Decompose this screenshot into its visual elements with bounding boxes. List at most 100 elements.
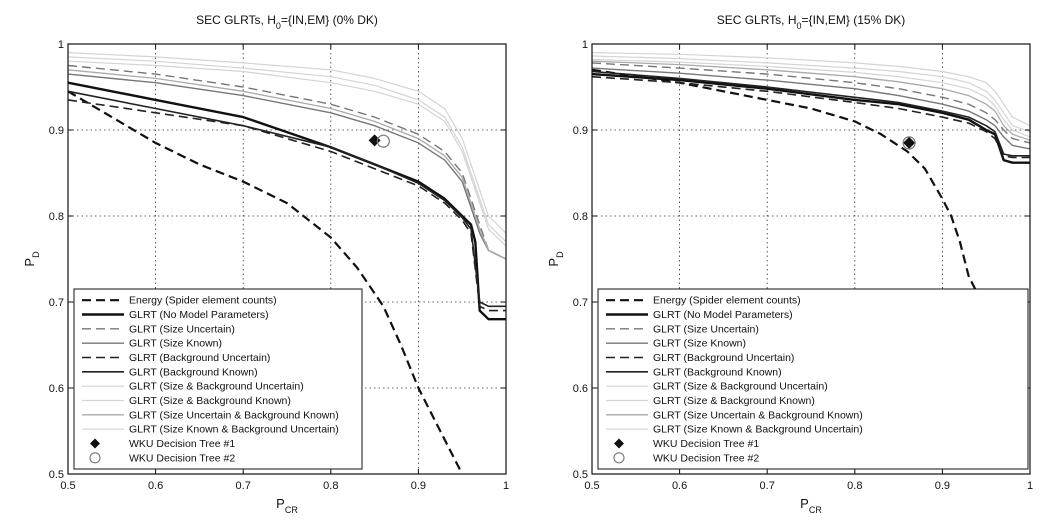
legend-label-energy-spider-element-counts: Energy (Spider element counts) (653, 295, 801, 307)
legend-swatch-wku-decision-tree-1 (90, 438, 100, 449)
series-line-energy-spider-element-counts (67, 90, 464, 475)
series-line-glrt-size-background-known (67, 56, 507, 243)
legend: Energy (Spider element counts) GLRT (No M… (597, 288, 1029, 470)
chart-title-subscript: 0 (797, 21, 802, 31)
tick-labels: 0.5 0.6 0.7 0.8 0.9 1 0.5 0.6 0.7 0.8 0.9 1 (49, 39, 509, 492)
x-axis-label: PCR (800, 496, 822, 515)
y-tick-label: 1 (582, 39, 588, 51)
x-tick-label: 0.8 (847, 480, 862, 492)
axes-frame (67, 43, 507, 475)
chart-panel-2: 0.5 0.6 0.7 0.8 0.9 1 0.5 0.6 0.7 0.8 0.9 1 SEC GLRT… (546, 13, 1033, 515)
x-tick-label: 0.7 (760, 480, 775, 492)
legend-label-glrt-size-uncertain: GLRT (Size Uncertain) (129, 323, 235, 335)
y-tick-label: 0.7 (49, 297, 64, 309)
x-tick-label: 0.6 (672, 480, 687, 492)
series-lines (67, 52, 507, 475)
legend-label-glrt-size-uncertain-background-known: GLRT (Size Uncertain & Background Known) (129, 409, 339, 421)
legend-box (597, 288, 1029, 470)
y-tick-label: 0.9 (49, 125, 64, 137)
y-tick-label: 0.5 (573, 469, 588, 481)
series-line-glrt-no-model-parameters (67, 81, 506, 321)
marker-wku-decision-tree-1 (903, 136, 916, 149)
x-axis-label-main: P (276, 496, 285, 511)
legend-label-glrt-size-known-background-uncertain: GLRT (Size Known & Background Uncertain) (653, 424, 863, 436)
legend-label-glrt-no-model-parameters: GLRT (No Model Parameters) (129, 309, 269, 321)
legend-label-glrt-background-known: GLRT (Background Known) (129, 366, 258, 378)
y-tick-label: 0.6 (49, 383, 64, 395)
series-line-glrt-size-background-uncertain (67, 52, 507, 234)
series-line-glrt-background-known (67, 90, 506, 308)
marker-wku-decision-tree-2 (902, 136, 916, 150)
x-tick-label: 0.9 (411, 480, 426, 492)
series-line-glrt-size-uncertain (67, 64, 507, 260)
chart-panel-1: 0.5 0.6 0.7 0.8 0.9 1 0.5 0.6 0.7 0.8 0.9 1 SEC GLRT… (22, 13, 509, 515)
y-axis-label-main: P (22, 258, 37, 267)
legend-label-energy-spider-element-counts: Energy (Spider element counts) (129, 295, 277, 307)
legend-swatch-wku-decision-tree-2 (89, 452, 101, 464)
series-line-glrt-size-uncertain-background-known (591, 60, 1031, 141)
series-line-glrt-background-uncertain (591, 75, 1030, 159)
x-tick-label: 0.9 (935, 480, 950, 492)
y-tick-label: 0.5 (49, 469, 64, 481)
chart-title-suffix: ={IN,EM} (0% DK) (281, 13, 378, 27)
x-tick-label: 0.8 (323, 480, 338, 492)
legend-label-glrt-background-uncertain: GLRT (Background Uncertain) (653, 352, 794, 364)
legend-label-wku-decision-tree-2: WKU Decision Tree #2 (653, 452, 759, 464)
y-tick-label: 1 (58, 39, 64, 51)
series-line-glrt-size-known-background-uncertain (67, 60, 507, 247)
legend-label-glrt-size-background-known: GLRT (Size & Background Known) (653, 395, 815, 407)
x-tick-label: 0.5 (584, 480, 599, 492)
x-tick-label: 1 (503, 480, 509, 492)
series-line-glrt-size-background-known (591, 55, 1031, 133)
marker-wku-decision-tree-2 (376, 134, 390, 148)
legend-label-glrt-size-background-uncertain: GLRT (Size & Background Uncertain) (653, 381, 828, 393)
decision-tree-markers (368, 134, 390, 148)
legend: Energy (Spider element counts) GLRT (No M… (73, 288, 363, 470)
legend-label-glrt-background-uncertain: GLRT (Background Uncertain) (129, 352, 270, 364)
legend-label-glrt-size-uncertain: GLRT (Size Uncertain) (653, 323, 759, 335)
y-axis-label-subscript: D (555, 251, 565, 258)
series-lines (591, 52, 1031, 437)
x-tick-label: 1 (1027, 480, 1033, 492)
legend-label-glrt-size-background-uncertain: GLRT (Size & Background Uncertain) (129, 381, 304, 393)
y-tick-label: 0.6 (573, 383, 588, 395)
chart-title-suffix: ={IN,EM} (15% DK) (802, 13, 906, 27)
series-line-glrt-size-known (591, 67, 1031, 150)
y-tick-label: 0.8 (573, 211, 588, 223)
x-tick-label: 0.5 (60, 480, 75, 492)
legend-swatch-wku-decision-tree-1 (614, 438, 624, 449)
legend-label-wku-decision-tree-1: WKU Decision Tree #1 (129, 438, 235, 450)
chart-title-subscript: 0 (276, 21, 281, 31)
series-line-glrt-background-known (591, 70, 1030, 157)
legend-label-glrt-size-known: GLRT (Size Known) (129, 338, 222, 350)
y-axis-label-subscript: D (31, 251, 41, 258)
legend-label-glrt-size-known-background-uncertain: GLRT (Size Known & Background Uncertain) (129, 424, 339, 436)
y-axis-label: PD (546, 251, 565, 267)
series-line-glrt-size-background-uncertain (591, 52, 1031, 127)
series-line-glrt-size-uncertain (591, 62, 1031, 144)
legend-label-wku-decision-tree-2: WKU Decision Tree #2 (129, 452, 235, 464)
x-axis-label: PCR (276, 496, 298, 515)
x-axis-label-subscript: CR (809, 505, 822, 515)
y-axis-label: PD (22, 251, 41, 267)
y-tick-label: 0.7 (573, 297, 588, 309)
chart-title-main: SEC GLRTs, H (717, 13, 797, 27)
x-tick-label: 0.6 (148, 480, 163, 492)
series-line-glrt-size-known (67, 73, 507, 260)
legend-label-glrt-size-background-known: GLRT (Size & Background Known) (129, 395, 291, 407)
x-axis-label-subscript: CR (285, 505, 298, 515)
x-tick-label: 0.7 (236, 480, 251, 492)
legend-label-glrt-no-model-parameters: GLRT (No Model Parameters) (653, 309, 793, 321)
decision-tree-markers (902, 136, 916, 150)
y-tick-label: 0.8 (49, 211, 64, 223)
legend-label-glrt-size-uncertain-background-known: GLRT (Size Uncertain & Background Known) (653, 409, 863, 421)
chart-title-main: SEC GLRTs, H (196, 13, 276, 27)
y-axis-label-main: P (546, 258, 561, 267)
chart-title: SEC GLRTs, H0={IN,EM} (0% DK) (196, 13, 378, 31)
legend-label-glrt-size-known: GLRT (Size Known) (653, 338, 746, 350)
series-line-glrt-size-uncertain-background-known (67, 69, 507, 260)
legend-label-wku-decision-tree-1: WKU Decision Tree #1 (653, 438, 759, 450)
legend-box (73, 288, 363, 470)
x-axis-label-main: P (800, 496, 809, 511)
